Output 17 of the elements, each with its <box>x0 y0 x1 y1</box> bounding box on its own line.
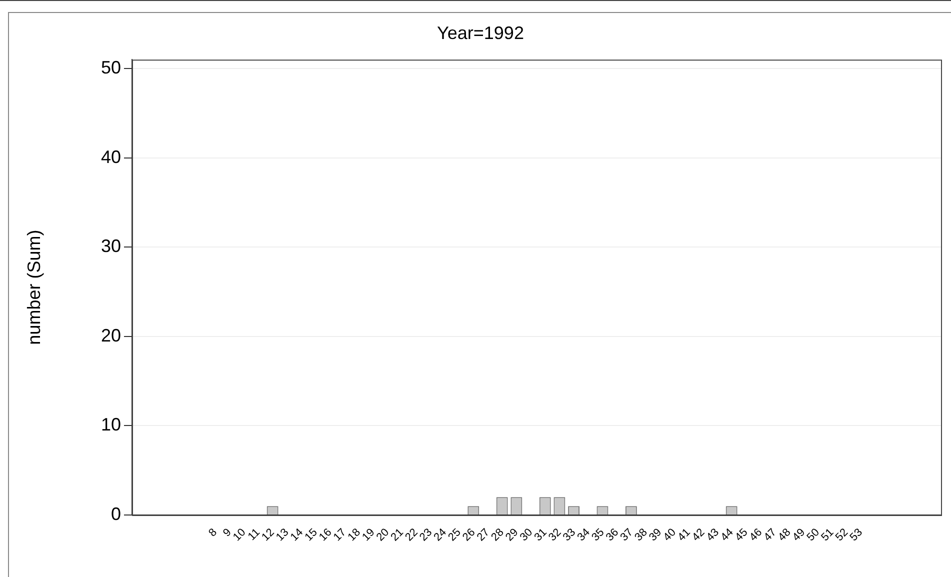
y-tick-label: 20 <box>100 325 121 346</box>
x-tick-label: 11 <box>246 526 262 544</box>
y-tick-label: 30 <box>100 236 121 256</box>
x-tick-label: 12 <box>260 526 277 544</box>
chart-title: Year=1992 <box>437 22 524 43</box>
x-tick-label: 10 <box>231 526 248 544</box>
y-tick-label: 40 <box>100 146 121 167</box>
y-tick-label: 10 <box>100 414 121 435</box>
x-tick-label: 8 <box>206 526 220 540</box>
y-axis-title: number (Sum) <box>24 230 44 345</box>
x-tick-label: 44 <box>718 526 736 544</box>
y-tick-label: 0 <box>110 504 121 524</box>
x-tick-label: 41 <box>676 526 693 544</box>
x-tick-label: 25 <box>446 526 464 544</box>
x-tick-label: 28 <box>489 526 506 544</box>
y-tick-label: 50 <box>100 58 121 78</box>
x-tick-label: 9 <box>220 526 234 540</box>
